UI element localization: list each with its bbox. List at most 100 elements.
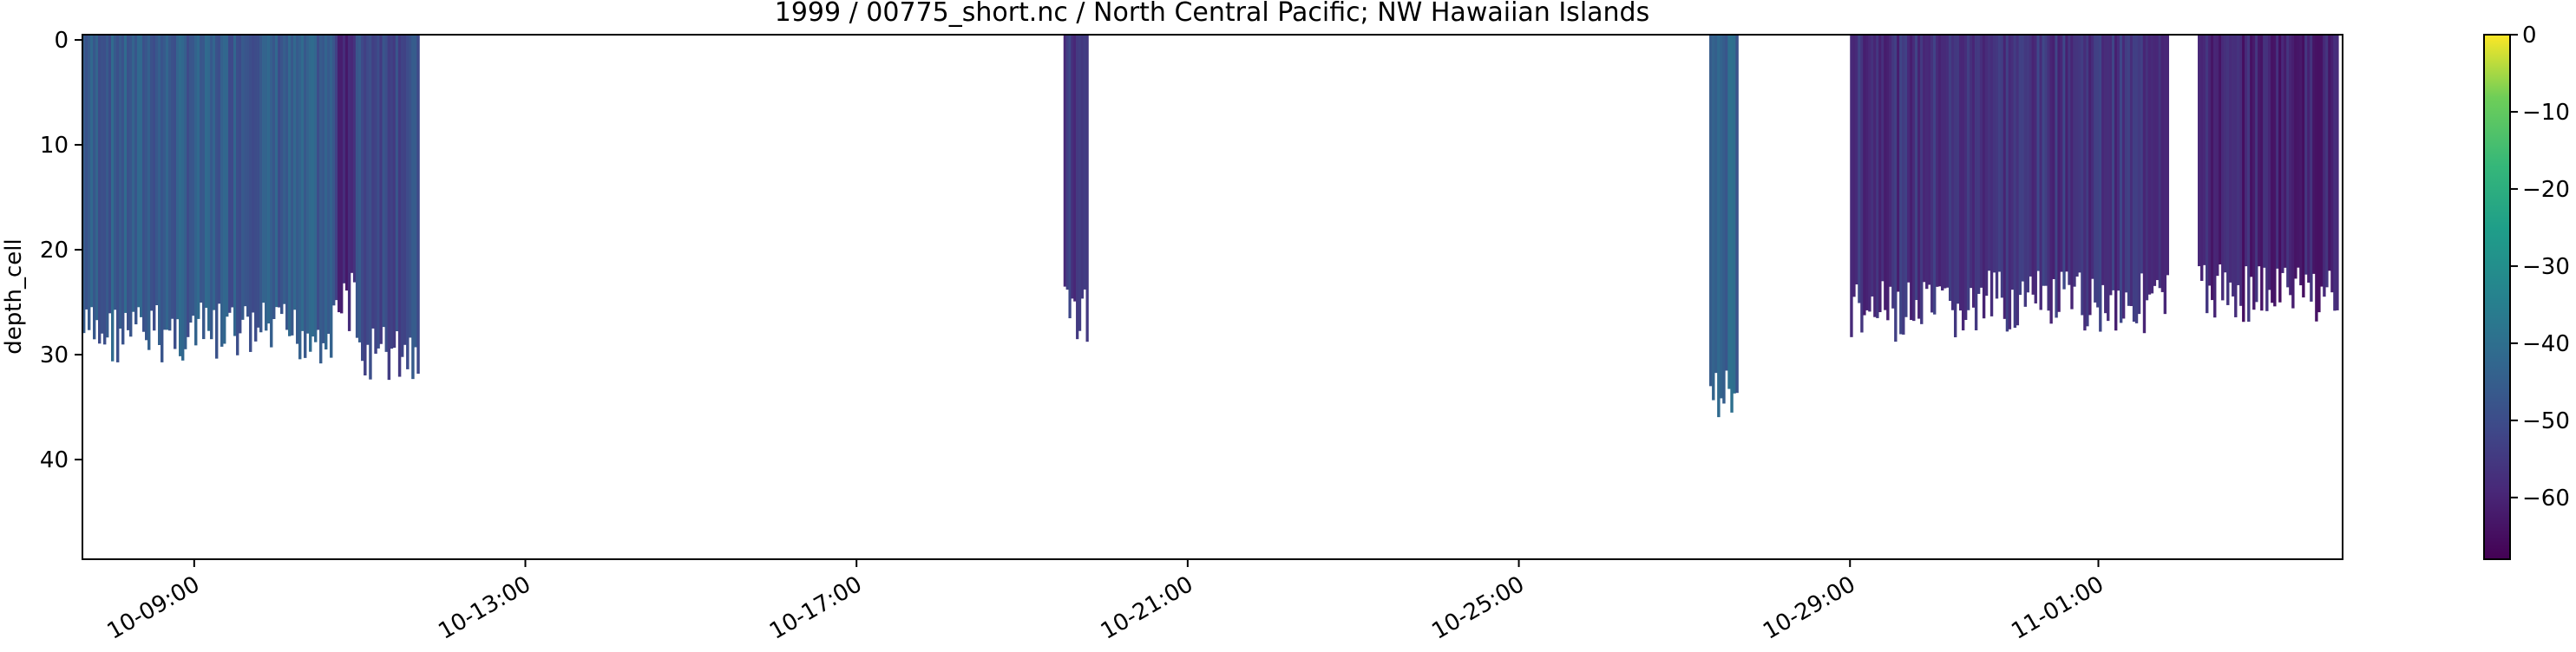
heatmap-column <box>395 35 399 331</box>
heatmap-column <box>249 35 252 352</box>
heatmap-column <box>2116 35 2120 291</box>
heatmap-column <box>2005 35 2009 332</box>
heatmap-column <box>293 35 297 310</box>
heatmap-column <box>2013 35 2017 329</box>
heatmap-column <box>1920 35 1924 324</box>
heatmap-column <box>171 35 174 319</box>
heatmap-column <box>369 35 372 380</box>
heatmap-column <box>2140 35 2144 274</box>
heatmap-column <box>1925 35 1929 290</box>
heatmap-column <box>1974 35 1978 330</box>
y-tick-label: 30 <box>40 342 69 368</box>
heatmap-column <box>265 35 268 331</box>
heatmap-column <box>272 35 276 319</box>
heatmap-column <box>155 35 159 306</box>
heatmap-column <box>1068 35 1072 319</box>
heatmap-column <box>2096 35 2100 308</box>
heatmap-column <box>1961 35 1965 331</box>
heatmap-column <box>158 35 161 345</box>
heatmap-column <box>1971 35 1976 308</box>
heatmap-column <box>2294 35 2297 279</box>
data-segment <box>1850 35 1983 342</box>
heatmap-column <box>285 35 289 330</box>
heatmap-column <box>231 35 234 308</box>
heatmap-column <box>2268 35 2271 290</box>
heatmap-column <box>210 35 213 340</box>
heatmap-column <box>1943 35 1947 289</box>
colorbar-tick-label: −20 <box>2522 177 2570 203</box>
heatmap-column <box>2260 35 2264 311</box>
heatmap-column <box>1073 35 1077 302</box>
heatmap-column <box>2073 35 2076 287</box>
heatmap-column <box>2252 35 2256 310</box>
heatmap-column <box>1902 35 1905 335</box>
heatmap-column <box>103 35 107 345</box>
heatmap-column <box>1910 35 1913 321</box>
heatmap-column <box>1884 35 1887 310</box>
heatmap-column <box>1878 35 1882 313</box>
heatmap-column <box>1963 35 1968 321</box>
heatmap-column <box>2315 35 2318 322</box>
data-segment <box>1982 35 2170 334</box>
heatmap-column <box>2297 35 2300 268</box>
heatmap-column <box>406 35 410 369</box>
heatmap-column <box>1080 35 1085 299</box>
heatmap-column <box>2299 35 2303 286</box>
heatmap-column <box>2276 35 2279 269</box>
heatmap-column <box>95 35 99 321</box>
colorbar-tick-label: −10 <box>2522 100 2570 126</box>
heatmap-column <box>2271 35 2274 303</box>
heatmap-column <box>2166 35 2170 276</box>
heatmap-column <box>270 35 273 348</box>
heatmap-column <box>140 35 143 317</box>
heatmap-column <box>2286 35 2290 288</box>
heatmap-column <box>288 35 292 336</box>
heatmap-column <box>366 35 370 345</box>
heatmap-column <box>166 35 169 330</box>
heatmap-column <box>2247 35 2251 323</box>
heatmap-column <box>187 35 190 337</box>
heatmap-column <box>1982 35 1986 319</box>
heatmap-column <box>1969 35 1973 289</box>
heatmap-column <box>1735 35 1739 394</box>
data-segment <box>355 35 420 381</box>
heatmap-column <box>1989 35 1994 316</box>
heatmap-column <box>184 35 187 349</box>
heatmap-column <box>309 35 312 352</box>
data-segment <box>1063 35 1089 342</box>
heatmap-column <box>2031 35 2035 295</box>
heatmap-column <box>215 35 219 359</box>
heatmap-column <box>2099 35 2102 332</box>
heatmap-column <box>1076 35 1079 340</box>
heatmap-column <box>301 35 305 331</box>
heatmap-column <box>2107 35 2110 322</box>
heatmap-column <box>1949 35 1952 302</box>
heatmap-column <box>1889 35 1892 287</box>
heatmap-column <box>2250 35 2253 277</box>
heatmap-column <box>226 35 229 317</box>
heatmap-column <box>2245 35 2248 267</box>
heatmap-column <box>1915 35 1918 301</box>
heatmap-column <box>390 35 394 349</box>
heatmap-column <box>90 35 94 308</box>
heatmap-column <box>2055 35 2058 318</box>
heatmap-column <box>127 35 130 330</box>
heatmap-column <box>2219 35 2222 264</box>
heatmap-column <box>116 35 120 362</box>
heatmap-column <box>416 35 420 375</box>
heatmap-column <box>98 35 102 344</box>
heatmap-column <box>322 35 325 343</box>
heatmap-column <box>1984 35 1989 297</box>
heatmap-column <box>2307 35 2311 284</box>
x-tick-label: 10-09:00 <box>103 571 205 645</box>
heatmap-column <box>213 35 216 310</box>
heatmap-column <box>1966 35 1970 310</box>
heatmap-column <box>259 35 263 333</box>
heatmap-column <box>1063 35 1066 287</box>
heatmap-column <box>400 35 404 357</box>
colorbar-tick-label: −60 <box>2522 486 2570 512</box>
heatmap-column <box>2200 35 2204 281</box>
chart-title: 1999 / 00775_short.nc / North Central Pa… <box>775 0 1649 28</box>
heatmap-column <box>340 35 344 314</box>
colorbar-tick-label: 0 <box>2522 23 2537 49</box>
